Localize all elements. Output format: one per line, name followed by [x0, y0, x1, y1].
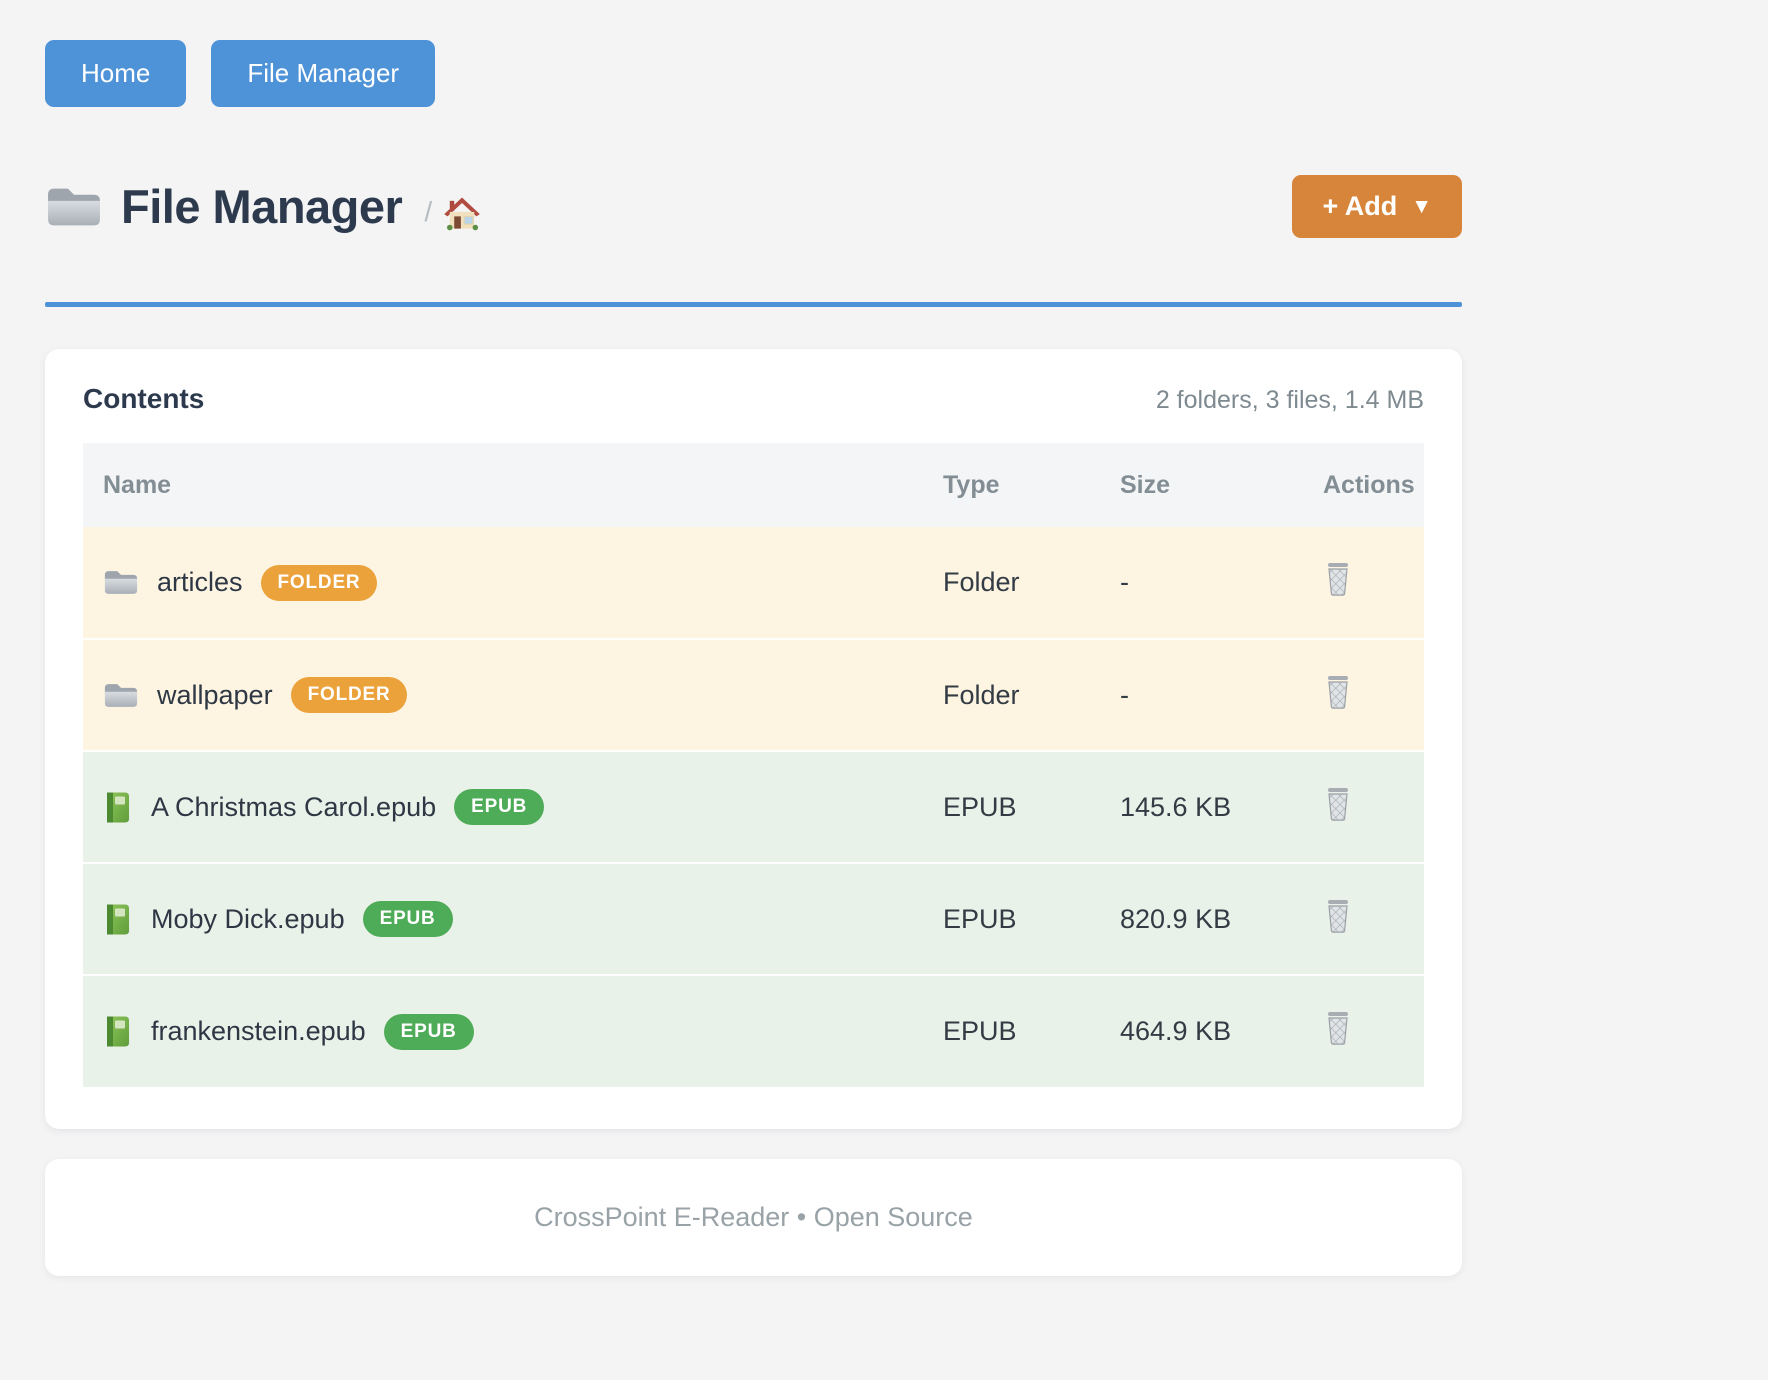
table-row[interactable]: articles FOLDER Folder -	[83, 527, 1424, 639]
size-cell-value: 145.6 KB	[1120, 791, 1232, 822]
table-row[interactable]: Moby Dick.epub EPUB EPUB 820.9 KB	[83, 863, 1424, 975]
delete-button[interactable]	[1323, 674, 1353, 709]
type-badge: EPUB	[362, 901, 453, 937]
delete-button[interactable]	[1323, 562, 1353, 596]
delete-button[interactable]	[1323, 786, 1353, 821]
folder-icon	[103, 568, 139, 597]
type-cell-value: EPUB	[943, 791, 1017, 822]
size-cell-value: 464.9 KB	[1120, 1016, 1232, 1046]
file-name: Moby Dick.epub	[151, 903, 345, 934]
type-badge: EPUB	[454, 789, 545, 825]
file-name: articles	[157, 567, 243, 597]
trash-icon	[1323, 786, 1353, 821]
file-name: A Christmas Carol.epub	[151, 791, 437, 822]
add-button[interactable]: + Add ▼	[1292, 175, 1462, 238]
file-name: wallpaper	[157, 679, 273, 710]
column-header-name: Name	[103, 470, 172, 499]
file-table: Name Type Size Actions	[83, 443, 1424, 1087]
file-name: frankenstein.epub	[151, 1016, 366, 1046]
table-row[interactable]: A Christmas Carol.epub EPUB EPUB 145.6 K…	[83, 751, 1424, 863]
footer-text: CrossPoint E-Reader • Open Source	[534, 1202, 973, 1232]
type-badge: EPUB	[383, 1013, 474, 1050]
column-header-type: Type	[943, 470, 1000, 499]
delete-button[interactable]	[1323, 1011, 1353, 1045]
breadcrumb-separator: /	[424, 195, 433, 227]
delete-button[interactable]	[1323, 898, 1353, 933]
page-header: File Manager / + Add ▼	[45, 175, 1462, 238]
column-header-actions: Actions	[1323, 470, 1415, 499]
nav-file-manager-button[interactable]: File Manager	[211, 40, 436, 107]
book-icon	[103, 790, 133, 825]
type-badge: FOLDER	[290, 677, 408, 713]
top-navigation: Home File Manager	[45, 0, 1462, 107]
page-title: File Manager	[121, 180, 403, 233]
contents-card: Contents 2 folders, 3 files, 1.4 MB Name…	[45, 349, 1462, 1129]
size-cell-value: -	[1120, 679, 1129, 710]
trash-icon	[1323, 674, 1353, 709]
footer: CrossPoint E-Reader • Open Source	[45, 1159, 1462, 1276]
nav-home-button[interactable]: Home	[45, 40, 187, 107]
folder-icon	[45, 183, 103, 231]
type-cell-value: Folder	[943, 567, 1020, 597]
table-body: articles FOLDER Folder -	[83, 527, 1424, 1087]
type-cell-value: EPUB	[943, 1016, 1017, 1046]
table-row[interactable]: frankenstein.epub EPUB EPUB 464.9 KB	[83, 975, 1424, 1087]
type-cell-value: EPUB	[943, 903, 1017, 934]
trash-icon	[1323, 898, 1353, 933]
table-header-row: Name Type Size Actions	[83, 443, 1424, 527]
book-icon	[103, 902, 133, 937]
type-cell-value: Folder	[943, 679, 1020, 710]
contents-summary: 2 folders, 3 files, 1.4 MB	[1155, 386, 1424, 414]
trash-icon	[1323, 1011, 1353, 1045]
book-icon	[103, 1014, 133, 1049]
title-divider	[45, 302, 1462, 307]
type-badge: FOLDER	[260, 564, 378, 601]
house-icon[interactable]	[442, 194, 482, 231]
folder-icon	[103, 681, 139, 710]
size-cell-value: 820.9 KB	[1120, 903, 1232, 934]
add-button-label: + Add	[1322, 191, 1398, 221]
size-cell-value: -	[1120, 567, 1129, 597]
card-title: Contents	[83, 383, 205, 414]
page-container: Home File Manager File Manager / + Add ▼…	[45, 0, 1462, 1276]
table-row[interactable]: wallpaper FOLDER Folder -	[83, 639, 1424, 751]
chevron-down-icon: ▼	[1411, 194, 1432, 218]
column-header-size: Size	[1120, 470, 1171, 499]
trash-icon	[1323, 562, 1353, 596]
